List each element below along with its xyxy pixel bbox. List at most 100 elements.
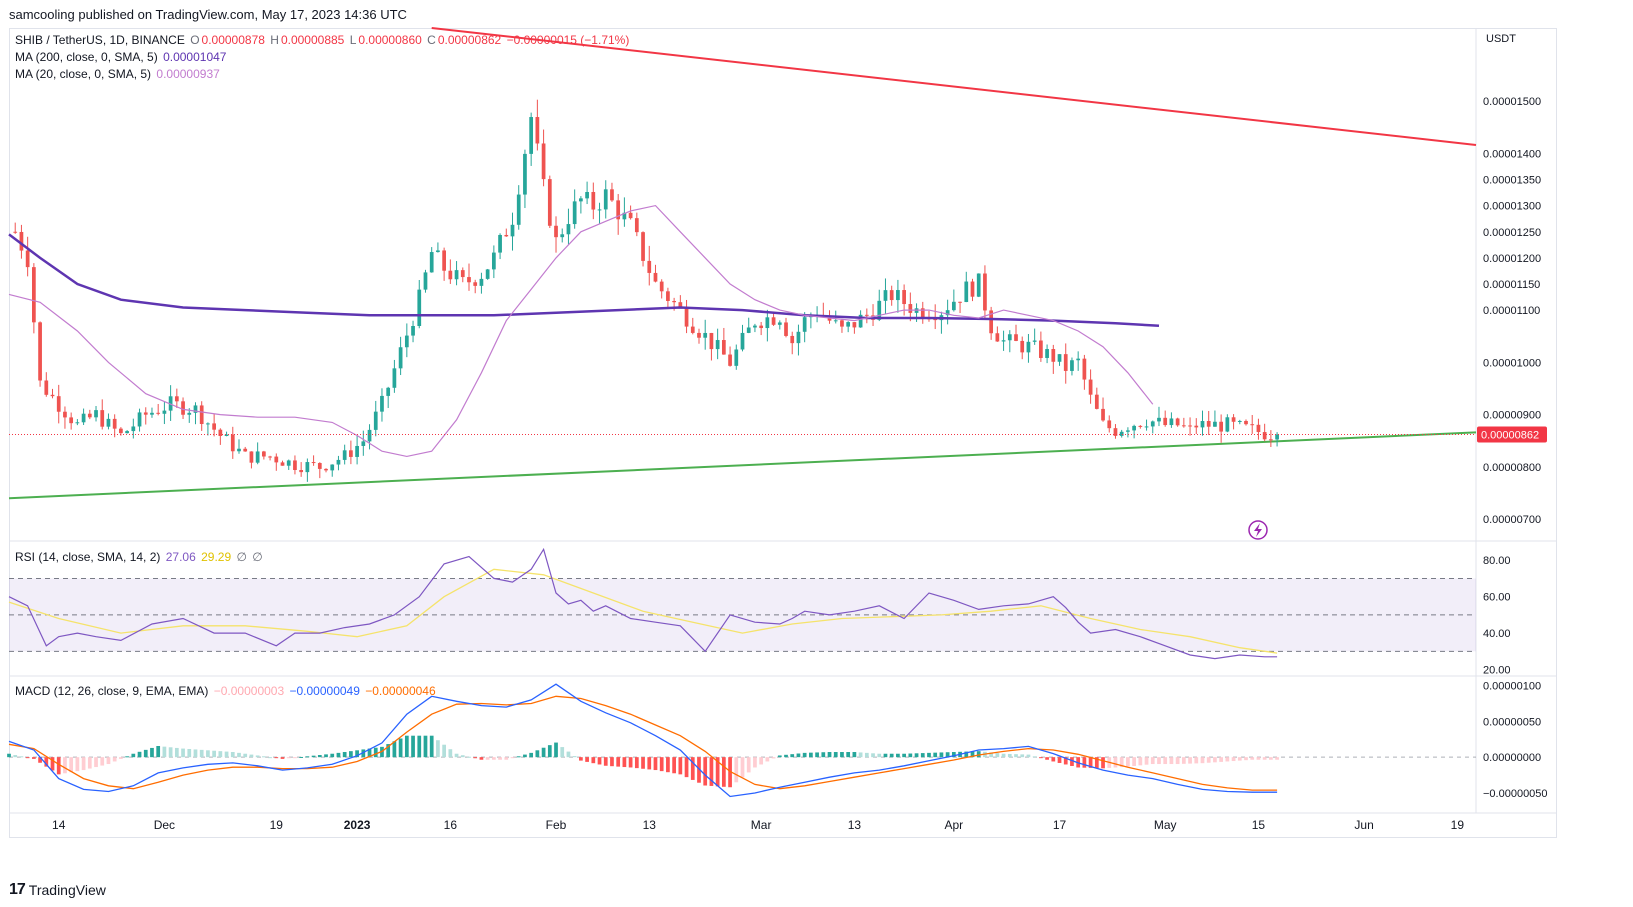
symbol-label: SHIB / TetherUS, 1D, BINANCE — [15, 33, 185, 47]
candle-body — [666, 291, 670, 301]
macd-histogram-bar — [852, 752, 857, 758]
macd-tick-label: 0.00000100 — [1483, 681, 1541, 693]
candle-body — [1231, 417, 1236, 422]
macd-histogram-bar — [1082, 757, 1087, 768]
candle-body — [1088, 379, 1093, 395]
candle-body — [1039, 340, 1043, 358]
rsi-extra2: ∅ — [252, 550, 263, 564]
candle-body — [1157, 417, 1161, 422]
macd-histogram-bar — [13, 755, 18, 758]
candle-body — [255, 451, 260, 463]
macd-histogram-bar — [392, 741, 397, 758]
candle-body — [417, 289, 422, 326]
candle-body — [1014, 334, 1018, 341]
time-tick-label: 14 — [52, 818, 66, 832]
candle-body — [280, 462, 285, 466]
candle-body — [560, 234, 565, 238]
candle-body — [616, 200, 621, 220]
candle-body — [1020, 340, 1025, 353]
candle-body — [641, 232, 645, 261]
close-value: 0.00000862 — [437, 33, 502, 47]
macd-histogram-bar — [535, 750, 540, 758]
macd-histogram-bar — [373, 747, 378, 758]
macd-histogram-bar — [417, 735, 422, 758]
macd-histogram-bar — [467, 756, 471, 758]
candle-body — [19, 231, 24, 251]
candle-body — [1188, 425, 1192, 427]
macd-histogram-bar — [777, 755, 782, 758]
time-tick-label: 13 — [848, 818, 862, 832]
macd-histogram-bar — [237, 752, 241, 758]
macd-histogram-bar — [143, 749, 148, 758]
macd-signal-value: −0.00000046 — [365, 684, 436, 698]
macd-pane — [7, 683, 1476, 798]
candle-body — [156, 412, 161, 414]
candle-body — [597, 209, 602, 211]
open-label: O — [190, 33, 200, 47]
candle-body — [1225, 417, 1230, 432]
macd-histogram-bar — [560, 747, 565, 758]
candle-body — [541, 143, 546, 180]
candle-body — [429, 252, 434, 273]
candle-body — [342, 450, 347, 460]
chart-frame — [9, 28, 1557, 838]
macd-histogram-bar — [1225, 757, 1230, 762]
macd-histogram-bar — [63, 757, 67, 774]
candle-body — [398, 347, 403, 369]
macd-histogram-bar — [19, 756, 24, 758]
candle-body — [349, 450, 353, 457]
candle-body — [69, 417, 74, 424]
macd-histogram-bar — [87, 757, 92, 769]
candle-body — [1269, 439, 1273, 441]
macd-histogram-bar — [653, 757, 658, 771]
candle-body — [877, 300, 882, 320]
candle-body — [784, 322, 788, 336]
macd-histogram-bar — [299, 756, 304, 758]
candle-body — [908, 304, 913, 313]
macd-histogram-bar — [81, 757, 86, 771]
macd-histogram-bar — [510, 757, 515, 759]
macd-histogram-bar — [454, 753, 459, 758]
macd-histogram-bar — [790, 754, 795, 758]
macd-signal-line — [8, 695, 1278, 791]
macd-histogram-bar — [802, 752, 807, 758]
macd-histogram-bar — [1063, 757, 1068, 765]
candle-body — [261, 451, 266, 457]
footer-brand[interactable]: 17 TradingView — [9, 881, 106, 899]
macd-histogram-bar — [1213, 757, 1217, 763]
candle-body — [237, 448, 241, 452]
macd-histogram-bar — [1126, 757, 1130, 767]
macd-histogram-bar — [293, 757, 297, 759]
candle-body — [454, 270, 459, 280]
candle-body — [579, 198, 583, 202]
macd-histogram-bar — [243, 753, 248, 758]
candle-body — [852, 322, 857, 328]
macd-histogram-bar — [280, 757, 285, 759]
candle-body — [473, 282, 478, 286]
macd-histogram-bar — [131, 753, 136, 758]
candle-body — [299, 469, 304, 473]
macd-histogram-bar — [367, 748, 372, 758]
candle-body — [740, 332, 745, 350]
candle-body — [305, 462, 310, 473]
candle-body — [889, 290, 894, 301]
macd-histogram-bar — [1175, 757, 1180, 765]
candle-body — [25, 250, 30, 268]
last-price-badge — [1477, 426, 1547, 443]
candle-body — [63, 411, 67, 418]
candle-body — [243, 448, 248, 452]
macd-histogram-bar — [1039, 757, 1043, 759]
candle-body — [554, 225, 558, 238]
macd-histogram-bar — [1014, 754, 1018, 758]
macd-legend: MACD (12, 26, close, 9, EMA, EMA) −0.000… — [15, 683, 438, 700]
candle-body — [442, 250, 446, 271]
macd-histogram-bar — [858, 752, 863, 758]
macd-histogram-bar — [479, 757, 484, 760]
macd-histogram-bar — [759, 757, 764, 765]
candle-body — [411, 325, 415, 336]
candle-body — [566, 224, 571, 235]
macd-histogram-bar — [1057, 757, 1062, 763]
macd-tick-label: 0.00000050 — [1483, 716, 1541, 728]
macd-histogram-bar — [137, 751, 142, 758]
